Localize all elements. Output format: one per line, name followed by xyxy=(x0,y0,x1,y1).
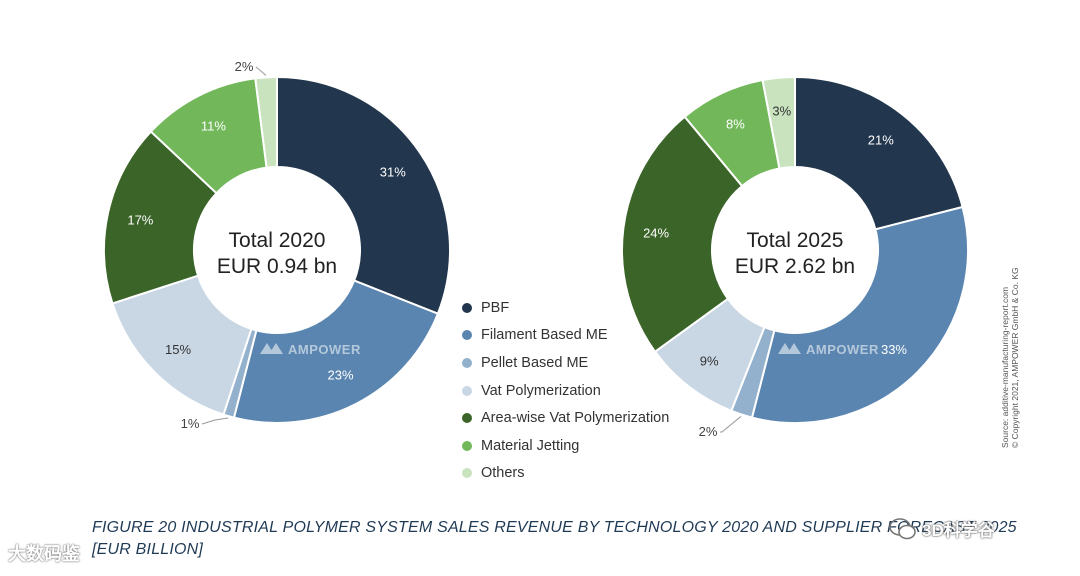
center-total-label: EUR 2.62 bn xyxy=(735,255,855,278)
legend-label: Others xyxy=(481,465,525,482)
slice-label: 33% xyxy=(881,342,907,357)
ampower-logo-icon xyxy=(260,343,283,354)
watermark-left: 大数码鉴 xyxy=(8,544,80,564)
donut-slice xyxy=(750,205,969,424)
slice-leader-line xyxy=(201,417,229,425)
slice-label: 31% xyxy=(380,164,406,179)
legend-swatch xyxy=(462,330,472,341)
legend-item: PBF xyxy=(462,294,669,322)
legend-label: Material Jetting xyxy=(481,437,580,454)
slice-leader-line xyxy=(255,66,267,76)
donut-slice xyxy=(103,130,218,305)
legend-item: Pellet Based ME xyxy=(462,349,669,377)
figure-caption: FIGURE 20 INDUSTRIAL POLYMER SYSTEM SALE… xyxy=(92,519,1017,558)
legend-swatch xyxy=(462,440,472,451)
legend-swatch xyxy=(462,302,472,313)
legend-swatch xyxy=(462,413,472,424)
center-total-label: EUR 0.94 bn xyxy=(217,255,337,278)
legend-label: Vat Polymerization xyxy=(481,382,601,399)
slice-leader-line xyxy=(720,416,742,433)
copyright-line: © Copyright 2021, AMPOWER GmbH & Co. KG xyxy=(1010,267,1020,448)
legend-item: Others xyxy=(462,460,669,488)
slice-label: 21% xyxy=(868,132,894,147)
legend-item: Vat Polymerization xyxy=(462,377,669,405)
slice-label: 9% xyxy=(700,354,719,369)
slice-label: 2% xyxy=(235,59,254,74)
legend-label: Pellet Based ME xyxy=(481,354,589,371)
legend-label: PBF xyxy=(481,299,510,316)
legend-swatch xyxy=(462,468,472,479)
watermark-right-text: 3D科学谷 xyxy=(922,521,995,540)
slice-label: 15% xyxy=(165,342,191,357)
legend-swatch xyxy=(462,357,472,368)
legend-swatch xyxy=(462,385,472,396)
source-line: Source: additive-manufacturing-report.co… xyxy=(1000,286,1010,448)
watermark-right: 3D科学谷 xyxy=(888,516,995,541)
ampower-watermark: AMPOWER xyxy=(806,342,879,357)
slice-label: 8% xyxy=(726,116,745,131)
center-total-label: Total 2020 xyxy=(229,229,326,252)
donut-chart-2025: 21% 33% 2% 9% 24% 8% 3% Total 2025 EUR 2.62 bn AM… xyxy=(621,75,969,439)
ampower-logo-icon xyxy=(778,343,801,354)
slice-label: 1% xyxy=(181,416,200,431)
legend-label: Filament Based ME xyxy=(481,327,608,344)
legend: PBF Filament Based ME Pellet Based ME Va… xyxy=(462,294,669,487)
legend-item: Filament Based ME xyxy=(462,322,669,350)
slice-label: 17% xyxy=(127,212,153,227)
legend-label: Area-wise Vat Polymerization xyxy=(481,410,670,427)
legend-item: Material Jetting xyxy=(462,432,669,460)
donut-slice xyxy=(254,75,278,169)
legend-item: Area-wise Vat Polymerization xyxy=(462,404,669,432)
donut-slice xyxy=(276,75,451,315)
slice-label: 24% xyxy=(643,225,669,240)
wechat-icon xyxy=(889,517,916,539)
center-total-label: Total 2025 xyxy=(747,229,844,252)
donut-chart-2020: 31% 23% 1% 15% 17% 11% 2% Total 2020 EUR 0.94 bn… xyxy=(103,59,451,431)
donut-slice xyxy=(794,75,964,231)
slice-label: 3% xyxy=(772,104,791,119)
slice-label: 11% xyxy=(201,118,226,133)
ampower-watermark: AMPOWER xyxy=(288,342,361,357)
source-note: Source: additive-manufacturing-report.co… xyxy=(1000,267,1020,448)
slice-label: 23% xyxy=(328,368,354,383)
donut-slice xyxy=(761,75,796,170)
slice-label: 2% xyxy=(699,424,718,439)
donut-slice xyxy=(232,279,440,424)
donut-slice xyxy=(621,115,744,354)
